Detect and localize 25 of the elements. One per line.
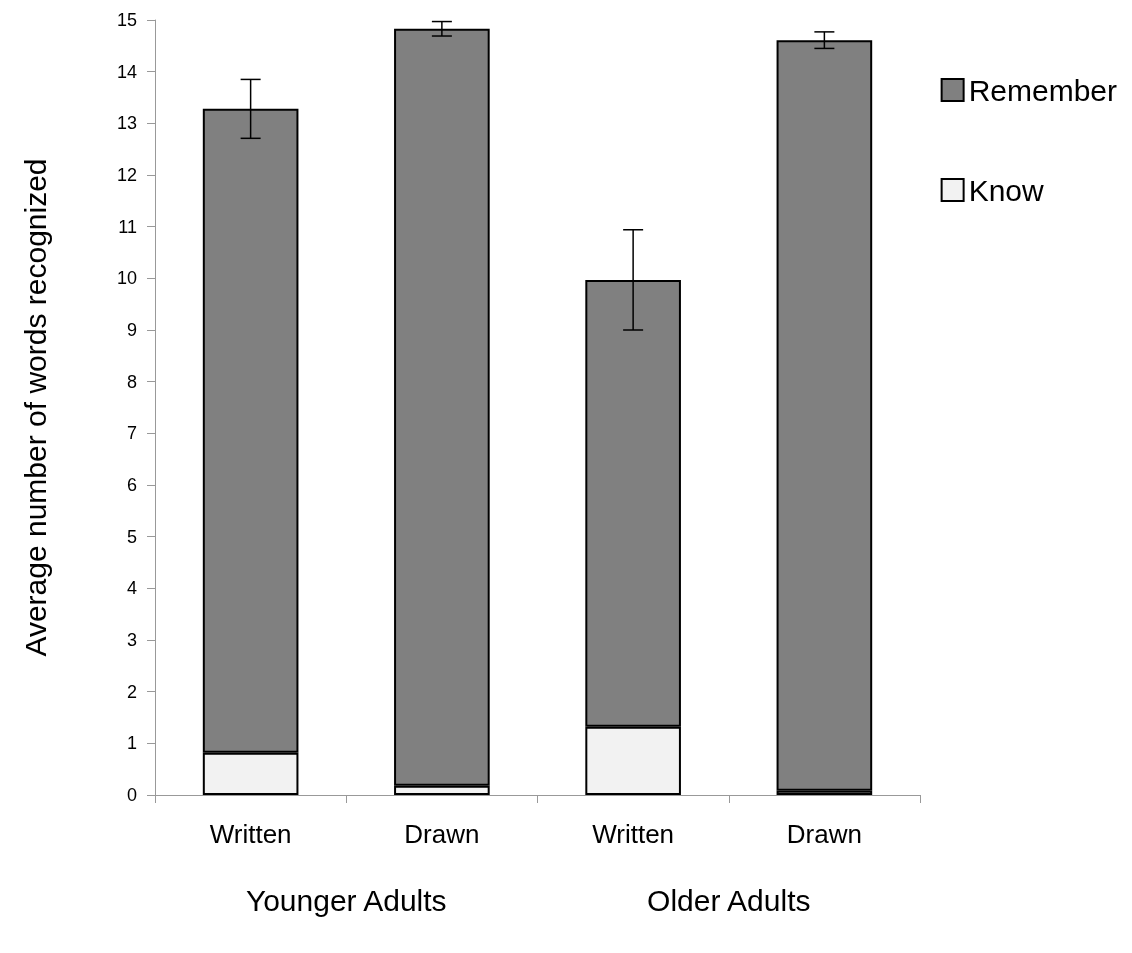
x-tick-label: Written bbox=[592, 819, 675, 849]
y-tick-label: 2 bbox=[126, 681, 137, 702]
legend-label: Remember bbox=[968, 73, 1118, 107]
y-tick-label: 12 bbox=[116, 165, 137, 185]
y-tick-label: 10 bbox=[116, 268, 137, 289]
y-tick-label: 13 bbox=[116, 113, 137, 134]
y-tick-label: 14 bbox=[116, 61, 137, 82]
x-tick-label: Drawn bbox=[404, 819, 480, 849]
y-tick-label: 5 bbox=[126, 526, 137, 547]
text: Younger Adults bbox=[245, 883, 447, 917]
y-tick-label: 1 bbox=[126, 733, 137, 754]
y-axis-title: Average number of words recognized bbox=[18, 158, 52, 657]
y-tick-label: 8 bbox=[126, 371, 137, 392]
y-tick-label: 4 bbox=[126, 578, 137, 599]
text: Older Adults bbox=[647, 883, 811, 917]
y-tick-label: 11 bbox=[118, 216, 137, 237]
y-tick-label: 3 bbox=[126, 630, 137, 650]
y-tick-label: 6 bbox=[126, 475, 137, 495]
y-tick-label: 9 bbox=[126, 320, 137, 340]
y-tick-label: 0 bbox=[126, 785, 137, 805]
y-tick-label: 7 bbox=[126, 423, 137, 444]
legend-label: Know bbox=[968, 173, 1044, 207]
x-tick-label: Written bbox=[209, 819, 292, 849]
x-tick-label: Drawn bbox=[786, 819, 862, 849]
y-tick-label: 15 bbox=[116, 10, 137, 30]
